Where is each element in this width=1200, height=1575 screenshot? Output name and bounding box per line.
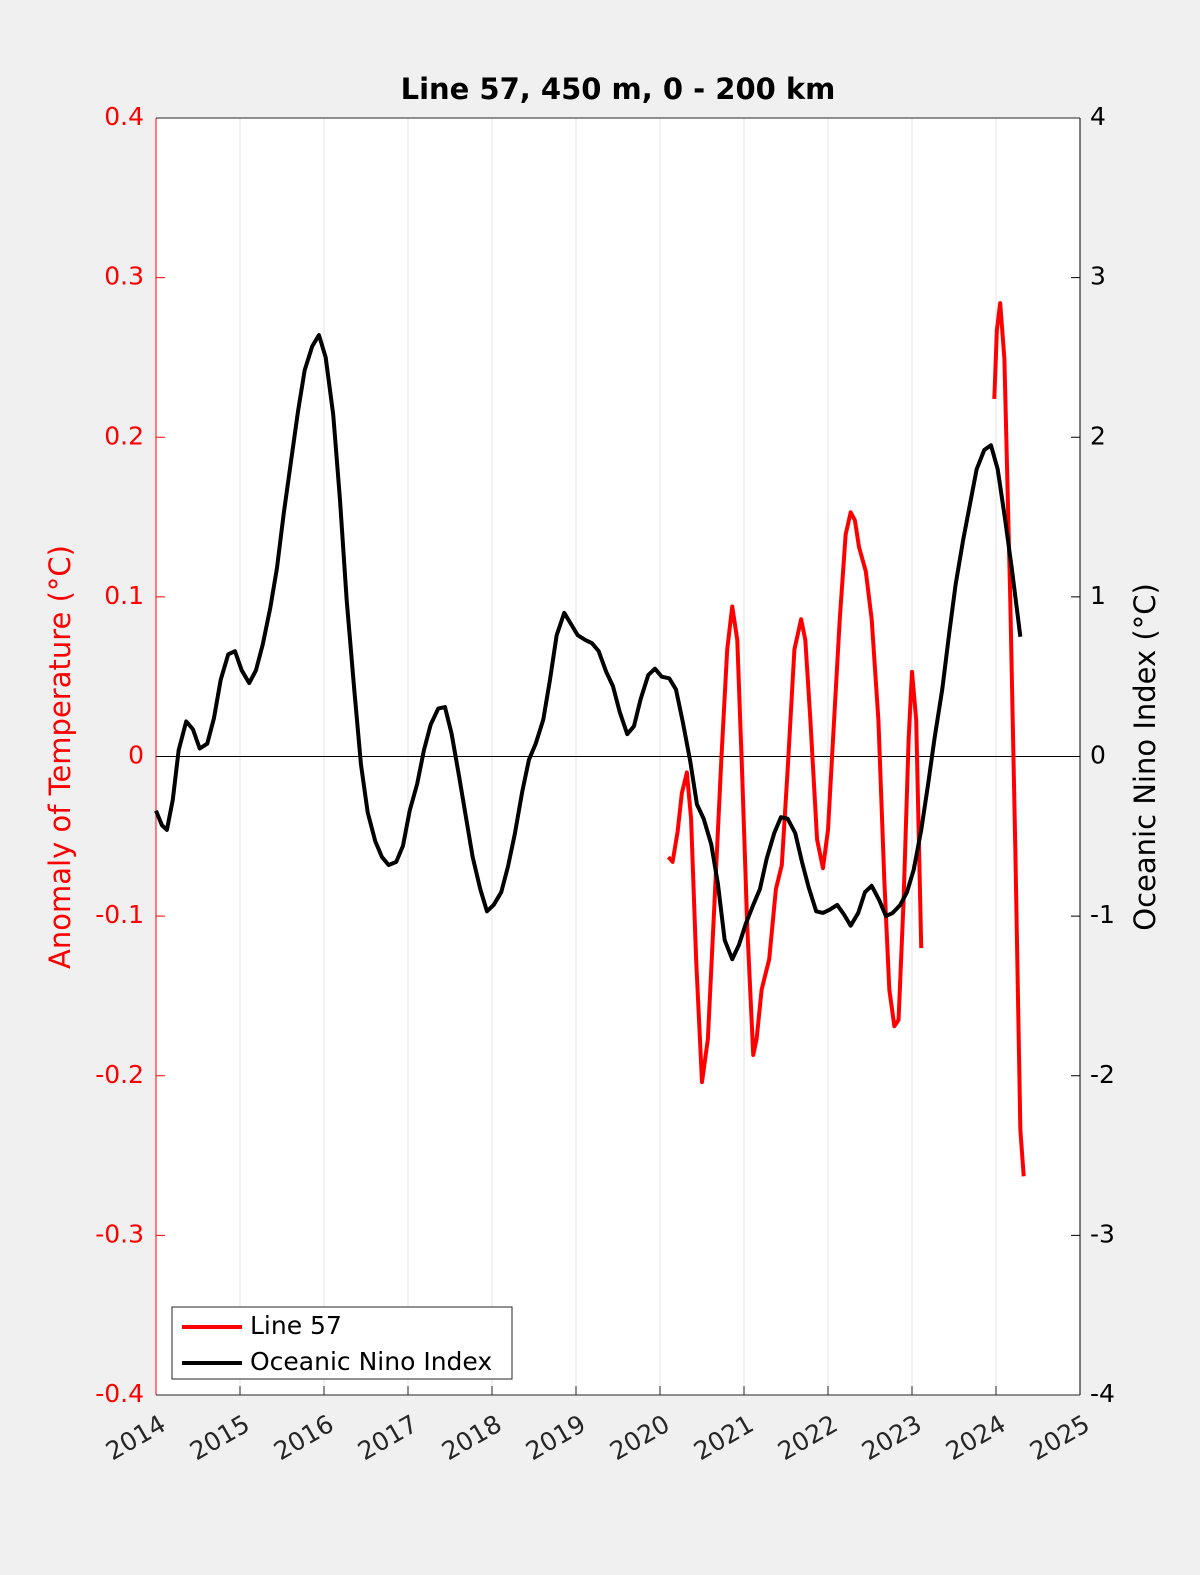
y-tick-label: -0.3 xyxy=(95,1219,144,1248)
y2-tick-label: 0 xyxy=(1090,741,1106,770)
y2-tick-label: -3 xyxy=(1090,1219,1115,1248)
y2-tick-label: 1 xyxy=(1090,581,1106,610)
y2-tick-label: 4 xyxy=(1090,102,1106,131)
y2-tick-label: 3 xyxy=(1090,262,1106,291)
series-line xyxy=(154,333,1023,962)
legend-label: Oceanic Nino Index xyxy=(250,1347,492,1376)
y-tick-label: -0.2 xyxy=(95,1060,144,1089)
chart-title: Line 57, 450 m, 0 - 200 km xyxy=(401,72,836,106)
y-tick-label: 0.1 xyxy=(104,581,144,610)
y-tick-label: -0.4 xyxy=(95,1379,144,1408)
y-tick-label: -0.1 xyxy=(95,900,144,929)
y-axis-label: Anomaly of Temperature (°C) xyxy=(43,545,77,969)
y2-axis-label: Oceanic Nino Index (°C) xyxy=(1128,583,1162,931)
series-line xyxy=(666,301,1026,1177)
y2-tick-label: -4 xyxy=(1090,1379,1115,1408)
y2-tick-label: 2 xyxy=(1090,421,1106,450)
legend-box xyxy=(171,1306,513,1380)
y2-tick-label: -1 xyxy=(1090,900,1115,929)
y-tick-label: 0.4 xyxy=(104,102,144,131)
y-tick-label: 0.2 xyxy=(104,421,144,450)
y-tick-label: 0 xyxy=(128,741,144,770)
y2-tick-label: -2 xyxy=(1090,1060,1115,1089)
y-tick-label: 0.3 xyxy=(104,262,144,291)
legend-label: Line 57 xyxy=(250,1311,342,1340)
